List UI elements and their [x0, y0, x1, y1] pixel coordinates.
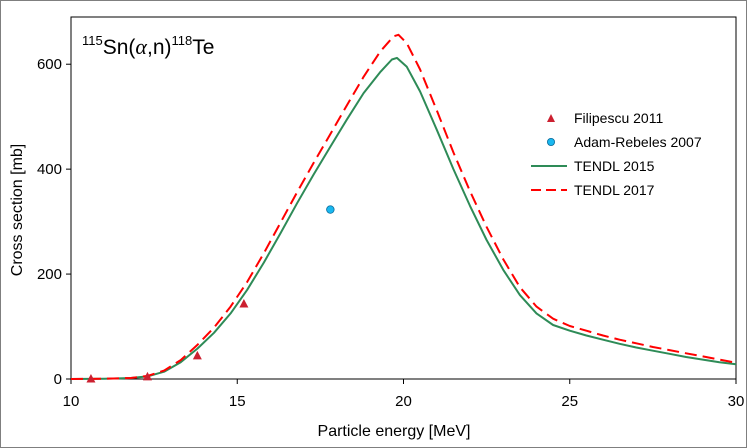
y-tick-label-200: 200 — [37, 266, 62, 283]
title-ejectile: ,n) — [147, 36, 172, 59]
title-projectile: α — [135, 34, 147, 59]
series-line-tendl-2015 — [70, 56, 737, 380]
y-axis-title: Cross section [mb] — [9, 144, 26, 276]
legend: Filipescu 2011 Adam-Rebeles 2007 TENDL 2… — [531, 110, 702, 198]
legend-label-filipescu-2011: Filipescu 2011 — [574, 110, 663, 126]
x-tick-label-30: 30 — [728, 393, 745, 410]
legend-marker-filipescu-2011 — [547, 114, 555, 122]
data-point-adam-rebeles-2007-0 — [326, 205, 335, 214]
y-tick-label-400: 400 — [37, 161, 62, 178]
series-line-tendl-2017 — [70, 33, 737, 380]
data-point-filipescu-2011-0 — [86, 374, 96, 383]
title-target: Sn( — [103, 36, 136, 59]
legend-label-tendl-2015: TENDL 2015 — [574, 158, 655, 174]
title-mass-target: 115 — [82, 33, 103, 48]
legend-label-adam-rebeles-2007: Adam-Rebeles 2007 — [574, 134, 702, 150]
title-mass-product: 118 — [172, 33, 193, 48]
title-product: Te — [192, 36, 214, 59]
x-tick-label-10: 10 — [63, 393, 80, 410]
data-point-filipescu-2011-2 — [192, 350, 202, 360]
legend-label-tendl-2017: TENDL 2017 — [574, 182, 655, 198]
x-tick-label-20: 20 — [395, 393, 412, 410]
y-tick-label-600: 600 — [37, 56, 62, 73]
chart-title: 115Sn(α,n)118Te — [82, 33, 214, 59]
x-tick-label-25: 25 — [561, 393, 578, 410]
x-axis-title: Particle energy [MeV] — [318, 423, 471, 440]
data-point-filipescu-2011-3 — [239, 298, 249, 308]
data-point-filipescu-2011-1 — [142, 371, 152, 381]
x-tick-label-15: 15 — [229, 393, 246, 410]
y-tick-label-0: 0 — [54, 371, 62, 388]
legend-marker-adam-rebeles-2007 — [547, 137, 556, 146]
plot-area — [70, 16, 737, 380]
